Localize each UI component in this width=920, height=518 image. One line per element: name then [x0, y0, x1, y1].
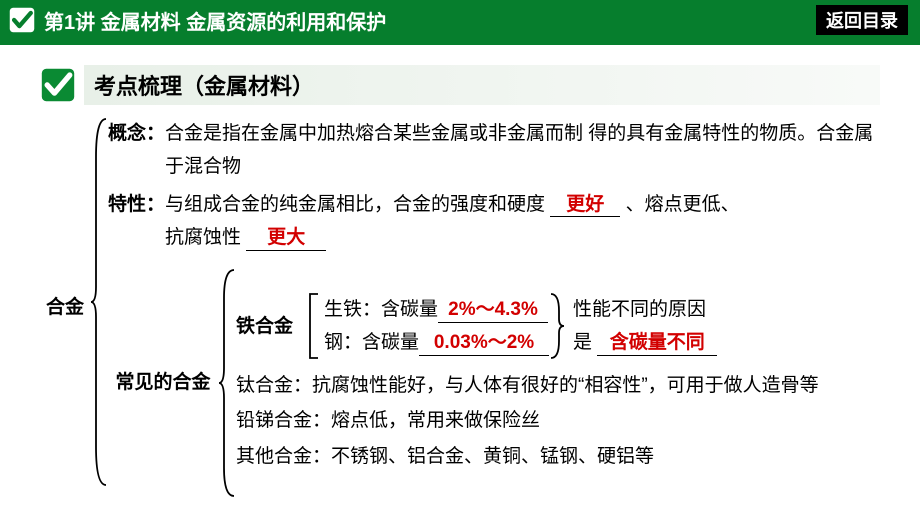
section-title: 考点梳理（金属材料）: [84, 65, 880, 105]
concept-row: 概念： 合金是指在金属中加热熔合某些金属或非金属而制 得的具有金属特性的物质。合…: [108, 117, 880, 184]
bracket-close-icon: [549, 291, 567, 361]
bracket-open-icon: [306, 291, 324, 361]
blank-corrosion: 更大: [246, 227, 326, 251]
return-toc-button[interactable]: 返回目录: [816, 5, 908, 35]
common-alloys-row: 常见的合金 铁合金: [108, 268, 880, 498]
content-area: 合金 概念： 合金是指在金属中加热熔合某些金属或非金属而制 得的具有金属特性的物…: [40, 117, 880, 498]
blank-strength: 更好: [550, 194, 620, 218]
reason-lead: 性能不同的原因: [573, 293, 717, 326]
lecture-title: 第1讲 金属材料 金属资源的利用和保护: [44, 6, 386, 35]
checkmark-icon: [8, 6, 36, 34]
brace-icon: [218, 268, 236, 498]
properties-label: 特性：: [108, 188, 165, 255]
iron-alloy-label: 铁合金: [236, 291, 306, 361]
pig-iron-lead: 生铁：含碳量: [324, 293, 438, 326]
titanium-line: 钛合金：抗腐蚀性能好，与人体有很好的“相容性”，可用于做人造骨等: [236, 369, 880, 402]
section-checkmark-icon: [40, 67, 76, 103]
steel-line: 钢：含碳量 0.03%～2%: [324, 326, 549, 359]
properties-text: 与组成合金的纯金属相比，合金的强度和硬度 更好 、熔点更低、 抗腐蚀性 更大: [165, 188, 740, 255]
header-left: 第1讲 金属材料 金属资源的利用和保护: [8, 6, 386, 35]
iron-alloy-row: 铁合金 生铁：含碳量 2%～4.3% 钢：: [236, 291, 880, 361]
properties-row: 特性： 与组成合金的纯金属相比，合金的强度和硬度 更好 、熔点更低、 抗腐蚀性 …: [108, 188, 880, 255]
reason-col: 性能不同的原因 是 含碳量不同: [573, 291, 717, 361]
root-label-alloy: 合金: [40, 117, 90, 498]
concept-label: 概念：: [108, 117, 165, 184]
section-heading: 考点梳理（金属材料）: [40, 65, 920, 105]
concept-text: 合金是指在金属中加热熔合某些金属或非金属而制 得的具有金属特性的物质。合金属于混…: [165, 117, 880, 184]
header-separator: [0, 40, 920, 45]
common-alloys-label: 常见的合金: [108, 268, 218, 498]
lead-antimony-line: 铅锑合金：熔点低，常用来做保险丝: [236, 404, 880, 437]
blank-reason: 含碳量不同: [597, 332, 717, 356]
slide-header: 第1讲 金属材料 金属资源的利用和保护 返回目录: [0, 0, 920, 40]
reason-pre: 是: [573, 332, 592, 353]
steel-lead: 钢：含碳量: [324, 326, 419, 359]
blank-pig-carbon: 2%～4.3%: [438, 299, 548, 323]
other-alloys-line: 其他合金：不锈钢、铝合金、黄铜、锰钢、硬铝等: [236, 440, 880, 473]
reason-line: 是 含碳量不同: [573, 326, 717, 359]
blank-steel-carbon: 0.03%～2%: [419, 332, 549, 356]
prop-lead1: 与组成合金的纯金属相比，合金的强度和硬度: [165, 194, 545, 215]
prop-lead2: 抗腐蚀性: [165, 227, 241, 248]
prop-tail1: 、熔点更低、: [626, 194, 740, 215]
brace-icon: [90, 117, 108, 498]
pig-iron-line: 生铁：含碳量 2%～4.3%: [324, 293, 549, 326]
